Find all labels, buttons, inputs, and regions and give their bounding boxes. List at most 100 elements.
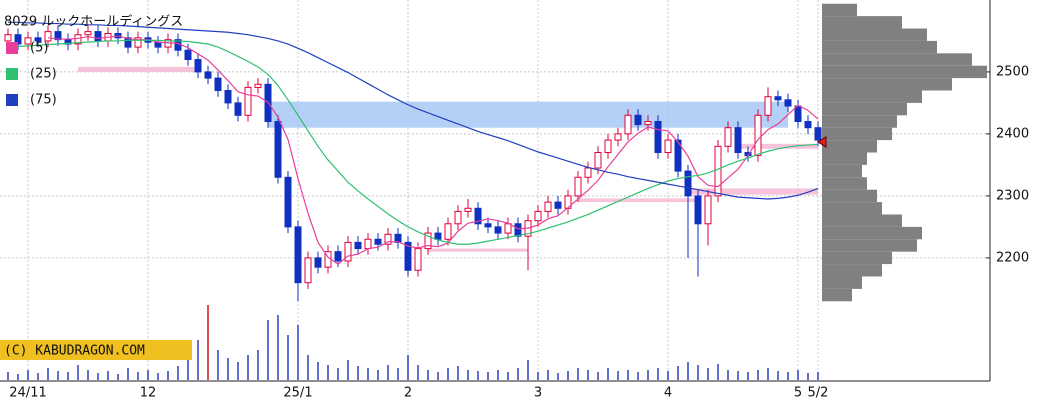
x-tick-label: 2 (404, 386, 412, 401)
volume-bar (417, 365, 419, 380)
watermark-box (0, 340, 192, 360)
candle-body (434, 232, 442, 240)
volume-bar (317, 362, 319, 380)
legend-label: (5) (30, 41, 48, 56)
volume-bar (297, 325, 299, 380)
volume-bar (287, 335, 289, 380)
volume-bar (627, 370, 629, 380)
volume-bar (747, 372, 749, 380)
candle-body (714, 145, 722, 197)
volume-profile-bar (822, 226, 922, 240)
volume-bar (457, 366, 459, 380)
volume-profile-bar (822, 288, 852, 302)
volume-bar (387, 365, 389, 380)
legend-swatch (6, 68, 18, 80)
volume-profile-bar (822, 251, 892, 265)
volume-bar (307, 355, 309, 380)
candle-body (504, 223, 512, 234)
volume-bar (377, 370, 379, 380)
volume-bar (157, 373, 159, 380)
volume-bar (697, 365, 699, 380)
volume-bar (7, 372, 9, 380)
candle-body (754, 114, 762, 157)
volume-bar (127, 368, 129, 380)
candle-body (634, 114, 642, 126)
x-tick-label: 5/2 (808, 386, 829, 401)
y-tick-label: 2200 (996, 250, 1029, 265)
candle-body (294, 226, 302, 284)
volume-bar (467, 370, 469, 380)
volume-bar (637, 372, 639, 380)
price-zone (268, 101, 788, 128)
volume-bar (397, 368, 399, 380)
candle-body (24, 37, 32, 45)
candle-body (224, 90, 232, 104)
volume-bar (707, 368, 709, 380)
volume-bar (547, 370, 549, 380)
candle-body (384, 233, 392, 245)
candle-body (444, 223, 452, 240)
candle-body (544, 201, 552, 212)
volume-bar (647, 370, 649, 380)
volume-bar (717, 364, 719, 380)
volume-bar (507, 372, 509, 380)
volume-bar (37, 373, 39, 380)
y-tick-label: 2500 (996, 64, 1029, 79)
candle-body (34, 37, 42, 42)
volume-profile-bar (822, 164, 862, 178)
volume-bar (167, 371, 169, 380)
candle-body (784, 99, 792, 107)
volume-bar (797, 370, 799, 380)
candle-body (474, 207, 482, 225)
candle-body (674, 139, 682, 172)
volume-profile-bar (822, 239, 917, 252)
volume-bar (787, 372, 789, 380)
candle-body (74, 34, 82, 45)
candle-body (584, 167, 592, 178)
volume-profile-bar (822, 65, 987, 79)
volume-bar (687, 362, 689, 380)
volume-profile-bar (822, 115, 897, 128)
volume-bar (67, 372, 69, 380)
candle-body (344, 241, 352, 262)
candle-body (614, 133, 622, 141)
candle-body (214, 77, 222, 92)
volume-bar (207, 305, 209, 380)
volume-bar (537, 372, 539, 380)
candle-body (54, 31, 62, 41)
volume-bar (357, 366, 359, 380)
volume-bar (227, 358, 229, 380)
volume-bar (57, 371, 59, 380)
candle-body (554, 201, 562, 209)
candle-body (494, 226, 502, 234)
volume-profile-bar (822, 40, 937, 54)
volume-bar (47, 368, 49, 380)
chart-title: 8029 ルックホールディングス (4, 14, 183, 30)
x-tick-label: 12 (140, 386, 157, 401)
candle-body (124, 37, 132, 48)
volume-bar (177, 366, 179, 380)
volume-bar (527, 360, 529, 380)
moving-average-line (47, 35, 819, 265)
volume-bar (767, 368, 769, 380)
volume-bar (677, 366, 679, 380)
volume-profile-bar (822, 214, 902, 227)
candle-body (254, 83, 262, 88)
volume-bar (597, 372, 599, 380)
candle-body (664, 139, 672, 153)
volume-profile-bar (822, 90, 922, 103)
volume-bar (347, 360, 349, 380)
candle-body (594, 151, 602, 169)
price-zone (78, 66, 198, 72)
volume-bar (97, 373, 99, 380)
volume-bar (147, 370, 149, 380)
candle-body (804, 121, 812, 129)
candle-body (704, 195, 712, 225)
candle-body (64, 39, 72, 45)
volume-bar (327, 365, 329, 380)
volume-bar (407, 355, 409, 380)
candle-body (364, 238, 372, 250)
watermark: (C) KABUDRAGON.COM (4, 344, 145, 359)
volume-profile-bar (822, 140, 877, 153)
